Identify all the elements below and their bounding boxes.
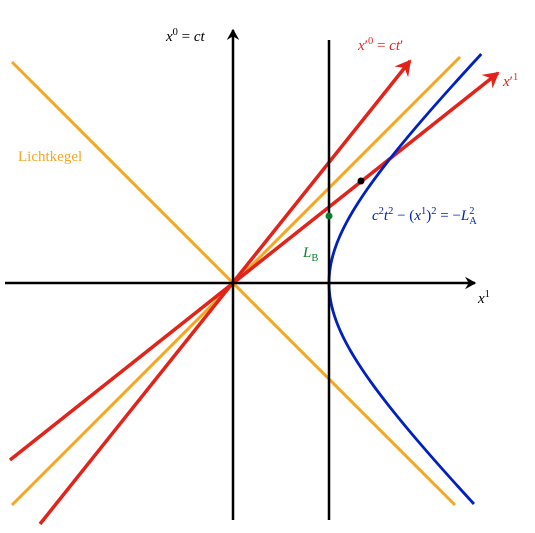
label-x0_ct: x0 = ct — [166, 27, 205, 46]
label-x0p_ctp: x′0 = ct′ — [358, 36, 403, 55]
minkowski-diagram: x0 = ct x1 x′0 = ct′ x′1 Lichtkegel c2t2 − (x… — [0, 0, 535, 533]
ct-prime-axis — [40, 61, 410, 524]
event-point-green — [326, 213, 333, 220]
hyperbola-curve — [329, 54, 481, 504]
label-x1: x1 — [478, 289, 490, 308]
label-lichtkegel: Lichtkegel — [18, 149, 82, 166]
x-prime-axis — [10, 73, 498, 460]
label-x1p: x′1 — [503, 72, 518, 91]
label-LB: LB — [303, 245, 318, 264]
label-hyperbola: c2t2 − (x1)2 = −L2A — [372, 206, 477, 227]
event-point-black — [358, 178, 365, 185]
diagram-svg — [0, 0, 535, 533]
